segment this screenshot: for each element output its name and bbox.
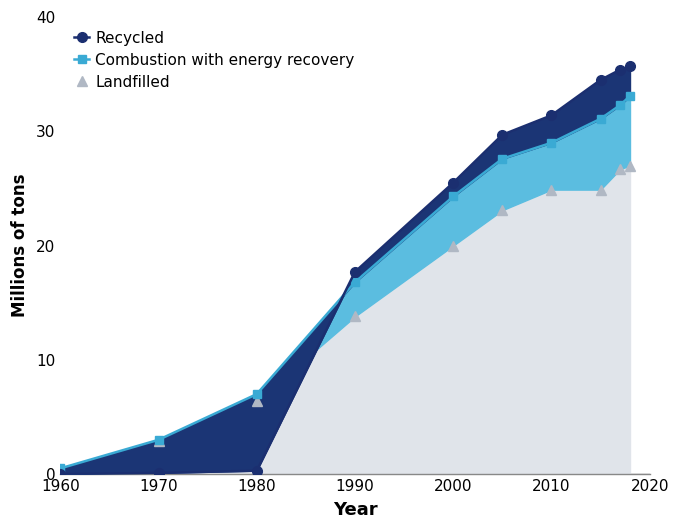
Landfilled [56, 470, 65, 476]
Recycled [547, 112, 556, 119]
Combustion with energy recovery [626, 93, 634, 99]
Landfilled [449, 242, 457, 249]
Combustion with energy recovery [596, 116, 605, 122]
Landfilled [154, 438, 163, 444]
Landfilled [498, 207, 507, 214]
Landfilled [626, 163, 634, 169]
Line: Recycled: Recycled [56, 61, 635, 479]
Combustion with energy recovery [253, 391, 261, 398]
Y-axis label: Millions of tons: Millions of tons [11, 174, 29, 317]
Recycled [498, 131, 507, 138]
Landfilled [596, 187, 605, 193]
Recycled [626, 63, 634, 69]
Legend: Recycled, Combustion with energy recovery, Landfilled: Recycled, Combustion with energy recover… [68, 25, 361, 96]
Recycled [616, 66, 624, 73]
Line: Combustion with energy recovery: Combustion with energy recovery [56, 92, 634, 473]
Landfilled [616, 166, 624, 172]
Recycled [56, 471, 65, 477]
X-axis label: Year: Year [333, 501, 377, 519]
Recycled [449, 180, 457, 186]
Recycled [154, 470, 163, 476]
Combustion with energy recovery [154, 437, 163, 443]
Landfilled [253, 398, 261, 404]
Combustion with energy recovery [449, 193, 457, 200]
Line: Landfilled: Landfilled [56, 161, 635, 478]
Landfilled [351, 313, 359, 320]
Combustion with energy recovery [547, 139, 556, 146]
Landfilled [547, 187, 556, 193]
Recycled [253, 467, 261, 474]
Combustion with energy recovery [56, 465, 65, 472]
Combustion with energy recovery [616, 102, 624, 108]
Recycled [596, 77, 605, 83]
Recycled [351, 269, 359, 275]
Combustion with energy recovery [351, 279, 359, 285]
Combustion with energy recovery [498, 156, 507, 162]
